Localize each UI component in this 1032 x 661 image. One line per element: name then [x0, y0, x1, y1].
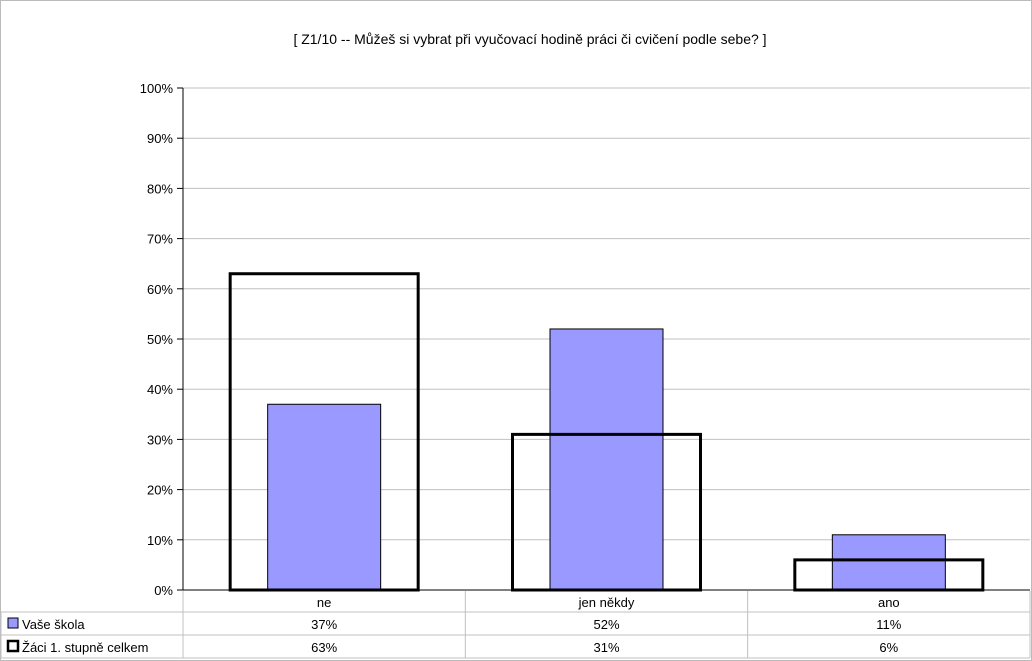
y-tick-label: 100%: [140, 81, 174, 96]
legend-label: Žáci 1. stupně celkem: [22, 640, 148, 655]
y-tick-label: 40%: [147, 382, 173, 397]
y-axis-ticks: 0% 10% 20% 30% 40% 50% 60% 70% 80% 90% 100%: [140, 81, 183, 598]
category-label: jen někdy: [578, 595, 635, 610]
y-tick-label: 0%: [154, 583, 173, 598]
y-tick-label: 20%: [147, 483, 173, 498]
bars: [228, 272, 985, 592]
table-value: 52%: [593, 617, 619, 632]
bar-vase-skola: [831, 534, 946, 591]
axes: [182, 88, 1030, 591]
legend-label: Vaše škola: [22, 617, 85, 632]
table-value: 11%: [876, 617, 901, 632]
table-value: 6%: [879, 640, 898, 655]
y-tick-label: 30%: [147, 432, 173, 447]
category-label: ano: [878, 595, 900, 610]
y-tick-label: 80%: [147, 181, 173, 196]
table-value: 63%: [311, 640, 337, 655]
y-tick-label: 90%: [147, 131, 173, 146]
table-value: 37%: [311, 617, 337, 632]
category-label: ne: [317, 595, 331, 610]
y-tick-label: 10%: [147, 533, 173, 548]
chart-title: [ Z1/10 -- Můžeš si vybrat při vyučovací…: [293, 31, 766, 47]
y-tick-label: 70%: [147, 232, 173, 247]
data-table: ne jen někdy ano Vaše škola 37% 52% 11% Žáci 1.…: [0, 591, 1031, 659]
legend-swatch-vase-skola: [7, 617, 19, 629]
legend-swatch-zaci-celkem: [6, 639, 20, 653]
y-tick-label: 50%: [147, 332, 173, 347]
y-tick-label: 60%: [147, 282, 173, 297]
bar-vase-skola: [549, 328, 664, 591]
table-value: 31%: [593, 640, 619, 655]
bar-vase-skola: [267, 403, 382, 591]
